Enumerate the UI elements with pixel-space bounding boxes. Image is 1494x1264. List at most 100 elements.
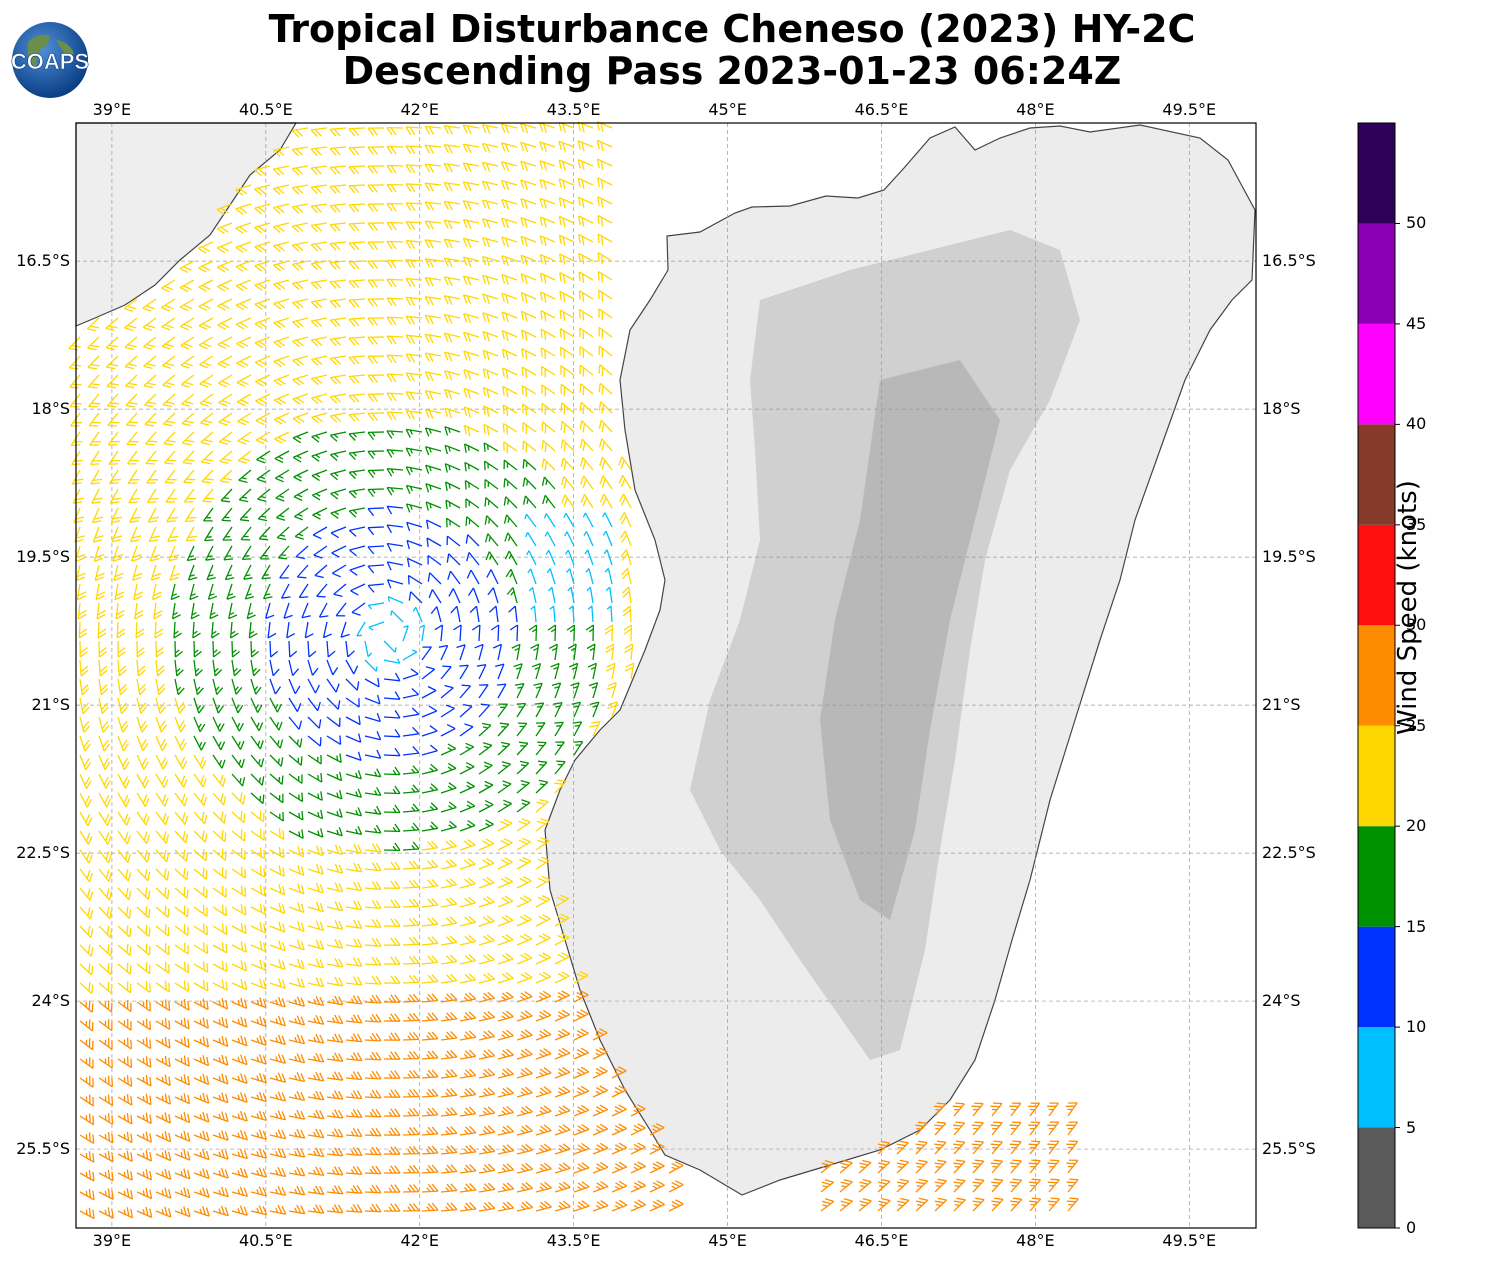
wind-barb — [367, 583, 385, 593]
wind-barb — [193, 716, 206, 733]
wind-barb — [277, 545, 290, 560]
wind-barb — [1066, 1140, 1079, 1155]
colorbar-tick-label: 40 — [1406, 414, 1427, 434]
wind-barb — [621, 567, 632, 585]
wind-barb — [501, 273, 518, 285]
wind-barb — [288, 697, 302, 712]
wind-barb — [348, 393, 366, 403]
wind-barb — [535, 971, 552, 984]
wind-barb — [326, 735, 342, 745]
wind-barb — [330, 488, 347, 500]
wind-barb — [193, 640, 202, 658]
lon-tick-label-top: 40.5°E — [238, 100, 293, 119]
wind-barb — [478, 857, 495, 870]
wind-barb — [535, 875, 551, 889]
map-title-line2: Descending Pass 2023-01-23 06:24Z — [342, 49, 1122, 93]
wind-barb — [216, 203, 233, 216]
wind-barb — [972, 1197, 985, 1212]
wind-barb — [579, 327, 594, 340]
wind-barb — [79, 887, 94, 901]
wind-barb — [933, 1102, 947, 1117]
wind-barb — [520, 160, 537, 172]
wind-barb — [326, 1109, 344, 1119]
wind-barb — [597, 196, 613, 208]
wind-barb — [586, 586, 594, 604]
wind-barb — [445, 517, 461, 528]
wind-barb — [364, 749, 382, 759]
wind-barb — [546, 568, 556, 585]
wind-barb — [506, 587, 518, 604]
wind-barb — [256, 469, 271, 483]
wind-barb — [459, 684, 471, 699]
wind-barb — [528, 624, 538, 642]
wind-barb — [345, 1203, 363, 1213]
wind-barb — [348, 203, 366, 213]
wind-barb — [573, 1047, 590, 1060]
wind-barb — [592, 1028, 608, 1041]
colorbar-bin — [1358, 424, 1395, 525]
wind-barb — [501, 198, 518, 210]
wind-barb — [597, 214, 613, 227]
wind-barb — [231, 866, 246, 879]
wind-barb — [117, 925, 132, 938]
wind-barb — [269, 1053, 287, 1064]
wind-barb — [198, 279, 214, 292]
wind-barb — [535, 1067, 552, 1079]
wind-barb — [155, 735, 168, 752]
wind-barb — [231, 735, 245, 750]
wind-barb — [364, 1108, 382, 1118]
wind-barb — [198, 317, 214, 331]
wind-barb — [446, 553, 461, 566]
wind-barb — [307, 920, 325, 931]
wind-barb — [516, 837, 532, 851]
wind-barb — [522, 440, 537, 453]
wind-barb — [383, 691, 401, 700]
wind-barb — [535, 1124, 552, 1136]
wind-barb — [497, 876, 514, 889]
wind-barb — [539, 216, 556, 228]
wind-barb — [592, 1085, 608, 1098]
wind-barb — [991, 1197, 1004, 1212]
wind-barb — [180, 355, 195, 369]
wind-barb — [386, 373, 404, 383]
wind-barb — [554, 1085, 571, 1098]
wind-barb — [602, 530, 613, 547]
wind-barb — [443, 238, 461, 249]
wind-barb — [952, 1102, 965, 1117]
wind-barb — [522, 422, 537, 434]
wind-barb — [934, 1140, 947, 1155]
wind-barb — [174, 1017, 190, 1030]
wind-barb — [307, 735, 322, 747]
wind-barb — [261, 564, 271, 580]
wind-barb — [165, 488, 178, 503]
wind-barb — [519, 122, 537, 134]
wind-barb — [618, 474, 632, 490]
wind-barb — [98, 906, 113, 920]
wind-barb — [402, 765, 420, 775]
wind-barb — [348, 260, 366, 270]
wind-barb — [367, 488, 385, 497]
wind-barb — [541, 384, 556, 397]
wind-barb — [474, 643, 484, 661]
wind-barb — [243, 564, 253, 580]
wind-barb — [405, 391, 423, 401]
wind-barb — [1047, 1121, 1060, 1136]
wind-barb — [134, 602, 144, 620]
wind-barb — [212, 1054, 229, 1066]
wind-barb — [117, 981, 132, 994]
lat-tick-label-left: 22.5°S — [16, 843, 70, 863]
wind-barb — [182, 450, 195, 465]
wind-barb — [301, 602, 311, 619]
wind-barb — [566, 568, 575, 585]
wind-barb — [174, 1206, 191, 1218]
wind-barb — [501, 255, 518, 266]
wind-barb — [326, 753, 342, 763]
wind-barb — [181, 412, 195, 427]
wind-barb — [79, 868, 93, 883]
wind-barb — [235, 184, 252, 196]
wind-barb — [193, 1073, 210, 1086]
wind-barb — [364, 824, 382, 834]
wind-barb — [424, 144, 442, 154]
wind-barb — [164, 469, 177, 484]
wind-barb — [269, 1204, 287, 1215]
